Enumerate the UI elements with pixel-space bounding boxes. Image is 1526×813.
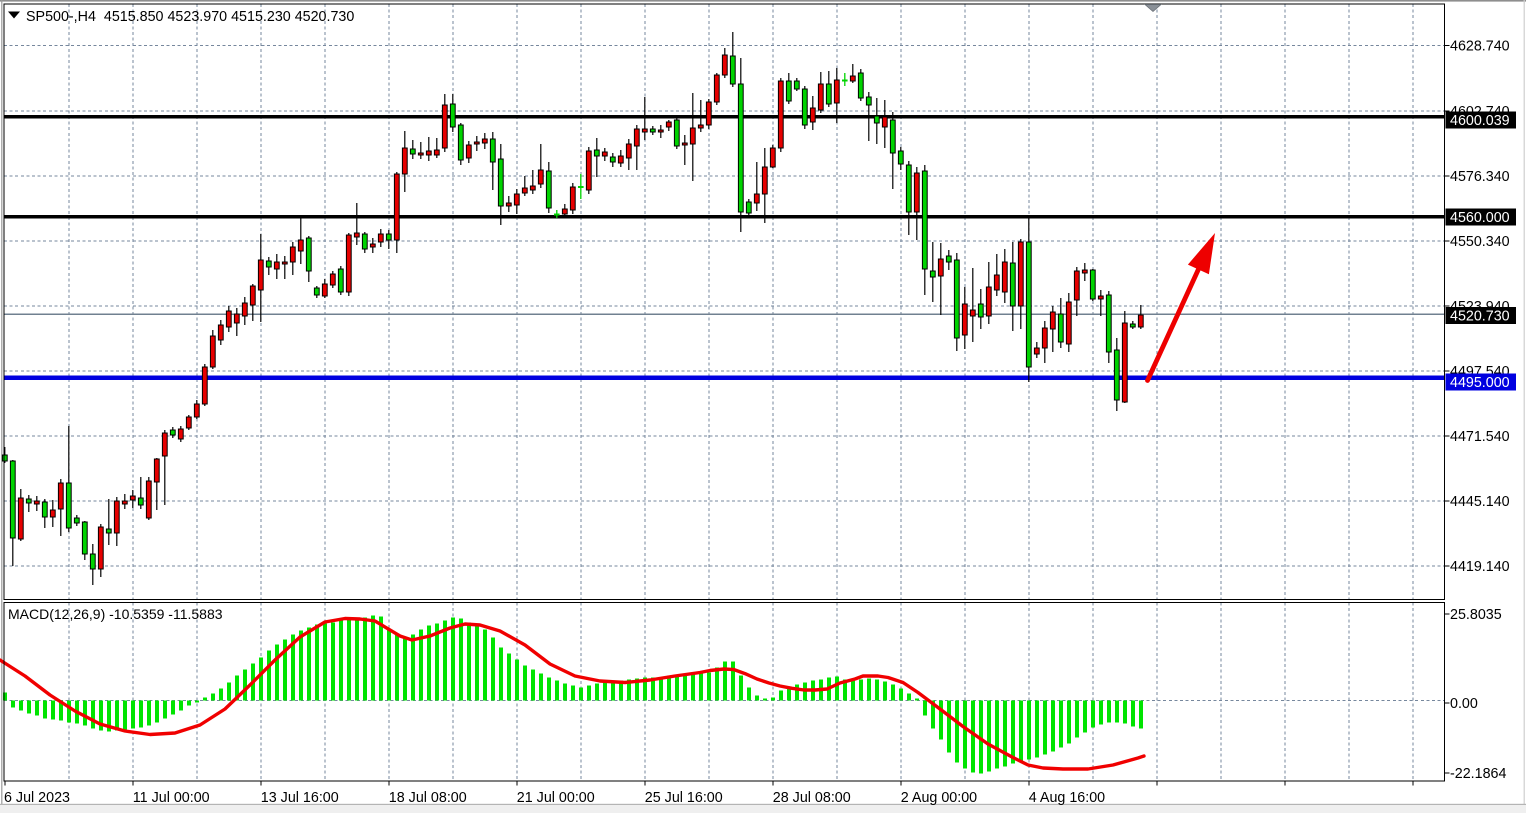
svg-text:25.8035: 25.8035: [1450, 607, 1502, 623]
svg-text:4419.140: 4419.140: [1450, 559, 1510, 575]
svg-text:18 Jul 08:00: 18 Jul 08:00: [389, 790, 467, 806]
svg-text:4 Aug 16:00: 4 Aug 16:00: [1029, 790, 1105, 806]
svg-text:4495.000: 4495.000: [1450, 375, 1510, 391]
svg-text:MACD(12,26,9) -10.5359 -11.588: MACD(12,26,9) -10.5359 -11.5883: [8, 606, 223, 622]
svg-text:6 Jul 2023: 6 Jul 2023: [4, 790, 70, 806]
svg-text:21 Jul 00:00: 21 Jul 00:00: [517, 790, 595, 806]
svg-text:4550.340: 4550.340: [1450, 234, 1510, 250]
svg-text:4560.000: 4560.000: [1450, 210, 1510, 226]
svg-text:SP500-,H4 4515.850 4523.970 4: SP500-,H4 4515.850 4523.970 4515.230 452…: [26, 9, 354, 25]
svg-text:4600.039: 4600.039: [1450, 113, 1510, 129]
svg-text:25 Jul 16:00: 25 Jul 16:00: [645, 790, 723, 806]
svg-text:4576.340: 4576.340: [1450, 169, 1510, 185]
svg-text:-22.1864: -22.1864: [1450, 766, 1506, 782]
svg-text:4471.540: 4471.540: [1450, 429, 1510, 445]
svg-text:4628.740: 4628.740: [1450, 39, 1510, 55]
svg-text:0.00: 0.00: [1450, 696, 1478, 712]
svg-text:2 Aug 00:00: 2 Aug 00:00: [901, 790, 977, 806]
svg-text:4520.730: 4520.730: [1450, 309, 1510, 325]
svg-text:28 Jul 08:00: 28 Jul 08:00: [773, 790, 851, 806]
svg-text:11 Jul 00:00: 11 Jul 00:00: [133, 790, 210, 806]
svg-text:4445.140: 4445.140: [1450, 494, 1510, 510]
svg-text:13 Jul 16:00: 13 Jul 16:00: [261, 790, 339, 806]
